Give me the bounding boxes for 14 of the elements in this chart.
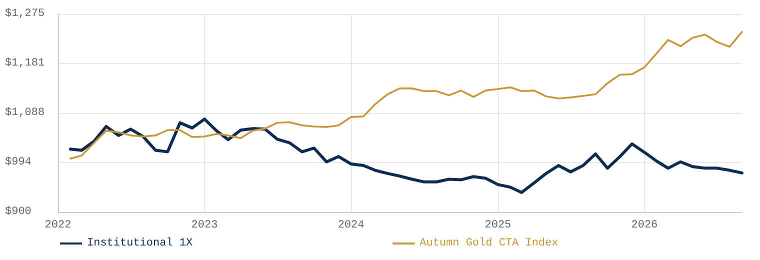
x-tick-label: 2024 (338, 220, 365, 232)
x-tick-label: 2025 (484, 220, 512, 232)
y-tick-label: $1,275 (5, 8, 45, 20)
y-tick-label: $1,181 (5, 58, 46, 70)
legend-label: Institutional 1X (87, 238, 194, 250)
x-tick-label: 2022 (44, 220, 72, 232)
y-tick-label: $1,088 (5, 107, 45, 119)
line-series (68, 118, 744, 194)
y-tick-label: $994 (5, 156, 32, 168)
y-tick-label: $900 (5, 206, 32, 218)
x-tick-label: 2023 (191, 220, 218, 232)
line-series (70, 31, 743, 160)
x-tick-label: 2026 (631, 220, 658, 232)
legend-label: Autumn Gold CTA Index (420, 238, 559, 250)
